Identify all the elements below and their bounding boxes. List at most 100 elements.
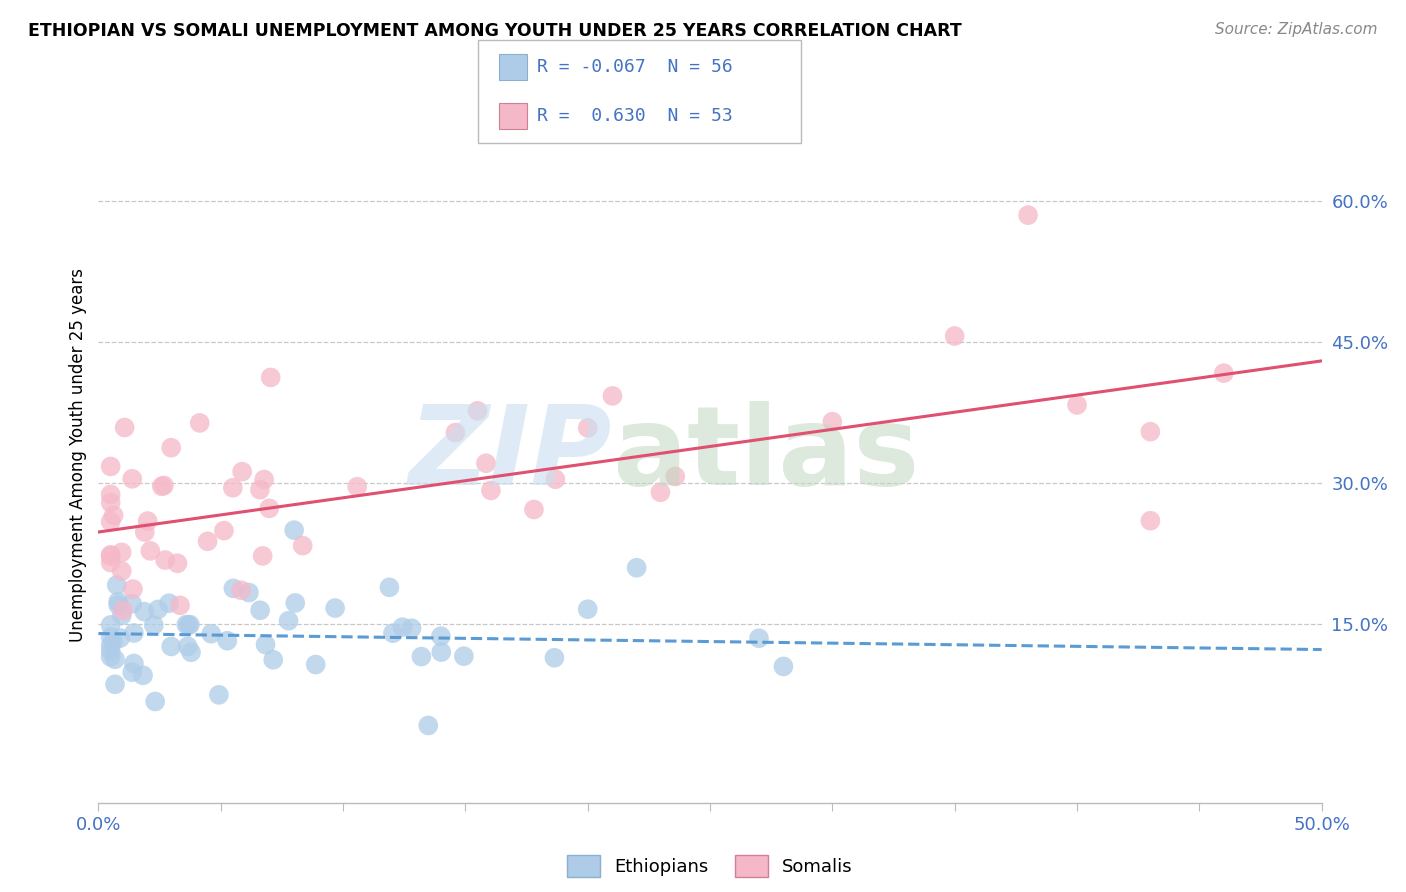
Point (114, 420, 136, 434)
Point (262, 653, 284, 667)
Point (467, 404, 489, 418)
Point (217, 633, 239, 648)
Point (475, 456, 498, 470)
Point (479, 483, 502, 498)
Point (231, 583, 253, 598)
Point (197, 534, 219, 549)
Point (260, 370, 283, 384)
Point (821, 415, 844, 429)
Point (134, 525, 156, 540)
Point (543, 650, 565, 665)
Point (943, 329, 966, 343)
Point (174, 617, 197, 632)
Point (153, 478, 176, 492)
Point (576, 421, 599, 435)
Point (1017, 208, 1039, 222)
Point (401, 621, 423, 635)
Point (100, 630, 122, 644)
Point (200, 626, 222, 640)
Point (346, 480, 368, 494)
Point (166, 556, 188, 570)
Point (523, 502, 546, 516)
Text: R = -0.067  N = 56: R = -0.067 N = 56 (537, 58, 733, 76)
Point (430, 645, 453, 659)
Point (391, 620, 413, 634)
Point (253, 473, 276, 487)
Point (249, 603, 271, 617)
Point (411, 649, 433, 664)
Text: atlas: atlas (612, 401, 920, 508)
Point (100, 487, 122, 501)
Point (111, 564, 134, 578)
Point (160, 441, 183, 455)
Point (105, 578, 128, 592)
Point (104, 677, 127, 691)
Point (222, 481, 245, 495)
Point (180, 645, 202, 659)
Point (453, 649, 475, 664)
Point (100, 495, 122, 509)
Point (576, 602, 599, 616)
Point (323, 601, 346, 615)
Point (121, 665, 143, 680)
Point (378, 580, 401, 594)
Point (153, 553, 176, 567)
Point (150, 479, 173, 493)
Point (111, 603, 134, 617)
Point (177, 618, 200, 632)
Point (249, 483, 271, 497)
Point (122, 582, 145, 596)
Point (254, 638, 277, 652)
Point (160, 640, 183, 654)
Point (100, 639, 122, 653)
Point (208, 688, 231, 702)
Point (179, 617, 201, 632)
Point (177, 640, 200, 654)
Point (132, 668, 155, 682)
Point (1212, 366, 1234, 380)
Point (664, 469, 686, 483)
Point (650, 485, 672, 500)
Point (122, 626, 145, 640)
Point (104, 652, 127, 666)
Point (188, 416, 211, 430)
Point (1066, 398, 1088, 412)
Y-axis label: Unemployment Among Youth under 25 years: Unemployment Among Youth under 25 years (69, 268, 87, 642)
Point (100, 649, 122, 664)
Text: Source: ZipAtlas.com: Source: ZipAtlas.com (1215, 22, 1378, 37)
Point (121, 472, 143, 486)
Point (146, 602, 169, 616)
Point (111, 545, 134, 559)
Point (382, 626, 405, 640)
Point (100, 556, 122, 570)
Point (111, 608, 134, 623)
Point (134, 605, 156, 619)
Point (1139, 514, 1161, 528)
Point (100, 548, 122, 562)
Point (284, 596, 307, 610)
Point (602, 389, 624, 403)
Point (122, 657, 145, 671)
Point (169, 599, 191, 613)
Point (305, 657, 328, 672)
Point (139, 544, 162, 558)
Point (212, 524, 235, 538)
Point (143, 694, 166, 708)
Point (277, 614, 299, 628)
Point (418, 718, 440, 732)
Point (231, 465, 253, 479)
Point (544, 472, 567, 486)
Point (101, 634, 124, 648)
Point (772, 659, 794, 673)
Point (748, 632, 770, 646)
Point (259, 501, 281, 516)
Point (238, 585, 260, 599)
Point (121, 597, 143, 611)
Point (103, 508, 125, 523)
Point (444, 425, 467, 440)
Point (430, 629, 453, 643)
Point (1139, 425, 1161, 439)
Point (222, 582, 245, 596)
Point (107, 595, 129, 609)
Point (142, 618, 165, 632)
